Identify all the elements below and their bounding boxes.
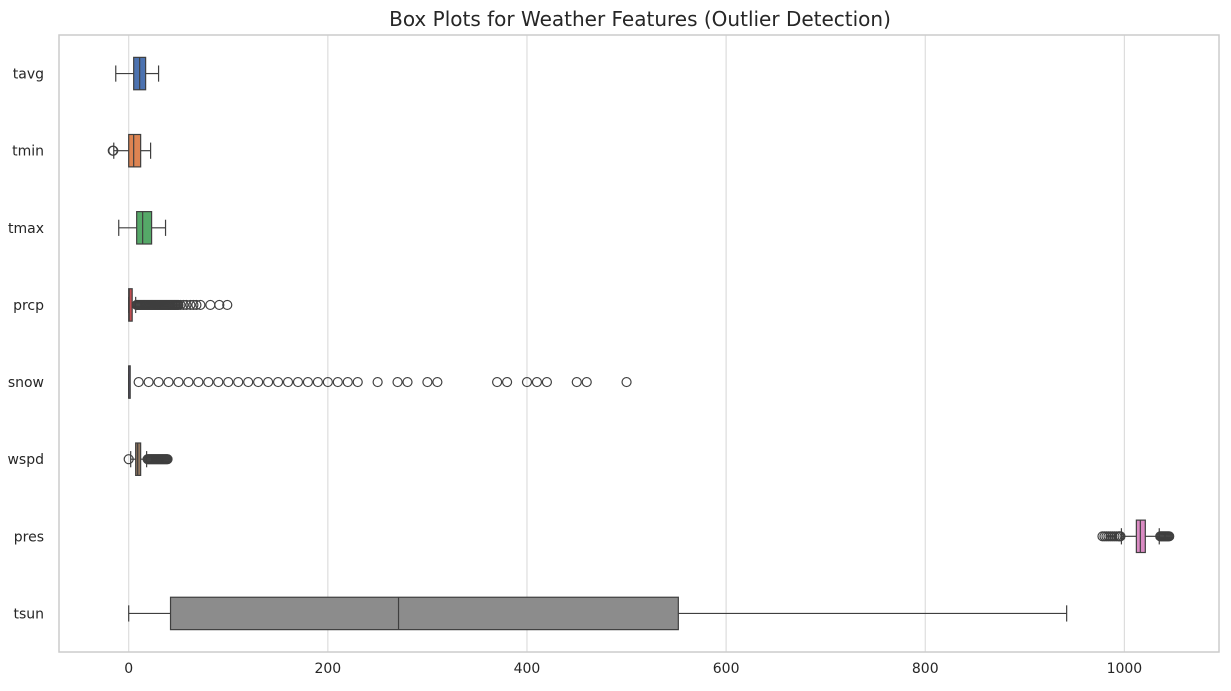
- outlier-point: [272, 376, 284, 388]
- outlier-point: [262, 376, 274, 388]
- x-tick-label: 0: [124, 661, 133, 677]
- outlier-point: [203, 376, 214, 388]
- y-tick-label: tsun: [13, 606, 44, 622]
- outlier-point: [185, 299, 196, 311]
- box-tmin: [107, 133, 152, 168]
- outlier-point: [183, 376, 194, 388]
- outlier-point: [521, 376, 533, 388]
- outlier-point: [422, 376, 433, 388]
- chart-title: Box Plots for Weather Features (Outlier …: [389, 7, 891, 31]
- outlier-point: [501, 376, 513, 388]
- y-tick-label: prcp: [13, 298, 44, 314]
- outlier-point: [392, 376, 403, 388]
- outlier-point: [173, 376, 184, 388]
- outlier-point: [492, 376, 503, 388]
- y-tick-label: wspd: [7, 452, 44, 468]
- outlier-point: [163, 376, 174, 388]
- outlier-point: [213, 376, 224, 388]
- y-tick-label: tavg: [13, 67, 44, 83]
- box-snow: [128, 365, 632, 399]
- box-iqr: [169, 596, 679, 631]
- outlier-point: [432, 376, 443, 388]
- outlier-point: [222, 299, 233, 311]
- outlier-point: [143, 376, 154, 388]
- y-tick-labels: tavg tmin tmax prcp snow wspd pres tsun: [7, 67, 44, 623]
- outlier-point: [175, 299, 186, 311]
- box-series: [107, 56, 1175, 631]
- box-iqr: [136, 211, 153, 245]
- x-tick-label: 800: [912, 661, 939, 677]
- outlier-point: [621, 376, 632, 388]
- outlier-point: [188, 299, 199, 311]
- outlier-point: [214, 299, 225, 311]
- outlier-point: [322, 376, 333, 388]
- outlier-point: [372, 376, 383, 388]
- outlier-point: [1164, 531, 1175, 542]
- outlier-point: [123, 454, 134, 465]
- grid-lines: [128, 35, 1126, 652]
- outlier-point: [191, 299, 202, 311]
- outlier-point: [1115, 531, 1126, 542]
- outlier-point: [571, 376, 582, 388]
- y-tick-label: snow: [8, 375, 44, 391]
- x-tick-label: 200: [314, 661, 341, 677]
- outlier-point: [342, 376, 353, 388]
- box-tmax: [118, 211, 167, 245]
- box-wspd: [123, 442, 173, 476]
- outlier-point: [193, 376, 204, 388]
- outlier-point: [243, 376, 254, 388]
- x-tick-label: 400: [514, 661, 541, 677]
- outlier-point: [233, 376, 244, 388]
- outlier-point: [195, 299, 206, 311]
- box-pres: [1097, 519, 1175, 554]
- box-tsun: [128, 596, 1068, 631]
- outlier-point: [352, 376, 363, 388]
- outlier-point: [332, 376, 343, 388]
- box-tavg: [115, 56, 160, 91]
- x-tick-label: 600: [713, 661, 740, 677]
- plot-area: [59, 35, 1219, 652]
- outlier-point: [181, 299, 192, 311]
- box-iqr: [128, 133, 142, 168]
- outlier-point: [292, 376, 304, 388]
- x-tick-label: 1000: [1107, 661, 1143, 677]
- plot-frame: [58, 34, 1220, 653]
- y-tick-label: tmin: [12, 144, 44, 160]
- outlier-point: [108, 145, 119, 156]
- x-tick-labels: 0 200 400 600 800 1000: [124, 661, 1142, 677]
- outlier-point: [223, 376, 234, 388]
- y-tick-label: pres: [14, 529, 44, 545]
- outlier-point: [402, 376, 413, 388]
- box-prcp: [128, 288, 233, 322]
- outlier-point: [253, 376, 264, 388]
- outlier-point: [153, 376, 164, 388]
- outlier-point: [541, 376, 552, 388]
- outlier-point: [282, 376, 294, 388]
- outlier-point: [531, 376, 543, 388]
- outlier-point: [581, 376, 592, 388]
- outlier-point: [302, 376, 314, 388]
- outlier-point: [178, 299, 189, 311]
- y-tick-label: tmax: [8, 221, 44, 237]
- outlier-point: [162, 454, 173, 465]
- outlier-point: [133, 376, 144, 388]
- outlier-point: [312, 376, 323, 388]
